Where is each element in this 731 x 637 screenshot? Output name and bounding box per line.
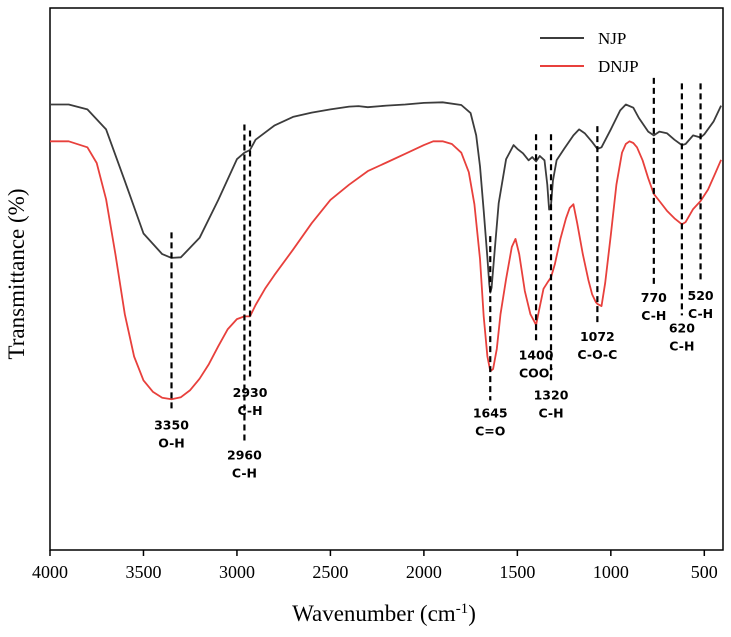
plot-border (49, 7, 724, 551)
peak-assignment-2930: C-H (237, 403, 262, 418)
peak-label-1320: 1320 (534, 388, 569, 403)
legend-label-dnjp: DNJP (598, 57, 639, 76)
x-axis: 4000 3500 3000 2500 2000 1500 1000 500 (32, 550, 718, 582)
peak-assignment-2960: C-H (232, 466, 257, 481)
peak-label-3350: 3350 (154, 417, 189, 432)
y-axis-title: Transmittance (%) (4, 189, 29, 360)
series-layer (50, 101, 722, 401)
x-tick-label: 3000 (219, 562, 255, 582)
x-tick-label: 2500 (312, 562, 348, 582)
x-axis-title: Wavenumber (cm-1) (292, 601, 476, 626)
peak-assignment-1320: C-H (538, 406, 563, 421)
peak-assignment-520: C-H (688, 306, 713, 321)
peak-label-2930: 2930 (233, 385, 268, 400)
legend: NJP DNJP (540, 29, 639, 76)
peak-label-1072: 1072 (580, 329, 615, 344)
peak-label-520: 520 (688, 288, 714, 303)
x-tick-label: 3500 (125, 562, 161, 582)
plot-area (49, 7, 724, 551)
x-tick-label: 1000 (593, 562, 629, 582)
peak-label-1400: 1400 (519, 347, 554, 362)
annotation-layer: 3350 O-H 2960 C-H 2930 C-H 1645 C=O 1400 COO- 1320… (154, 77, 714, 481)
peak-label-1645: 1645 (473, 405, 508, 420)
legend-label-njp: NJP (598, 29, 626, 48)
peak-assignment-3350: O-H (158, 435, 185, 450)
x-tick-label: 2000 (406, 562, 442, 582)
x-tick-label: 500 (691, 562, 718, 582)
peak-assignment-770: C-H (641, 308, 666, 323)
peak-assignment-620: C-H (669, 338, 694, 353)
peak-assignment-1400: COO- (519, 364, 553, 380)
peak-label-620: 620 (669, 320, 695, 335)
x-tick-label: 1500 (499, 562, 535, 582)
series-line-dnjp (50, 140, 722, 401)
series-line-njp (50, 101, 722, 294)
x-tick-label: 4000 (32, 562, 68, 582)
peak-label-2960: 2960 (227, 448, 262, 463)
peak-assignment-1645: C=O (475, 423, 505, 438)
peak-label-770: 770 (641, 290, 667, 305)
peak-assignment-1072: C-O-C (577, 347, 617, 362)
